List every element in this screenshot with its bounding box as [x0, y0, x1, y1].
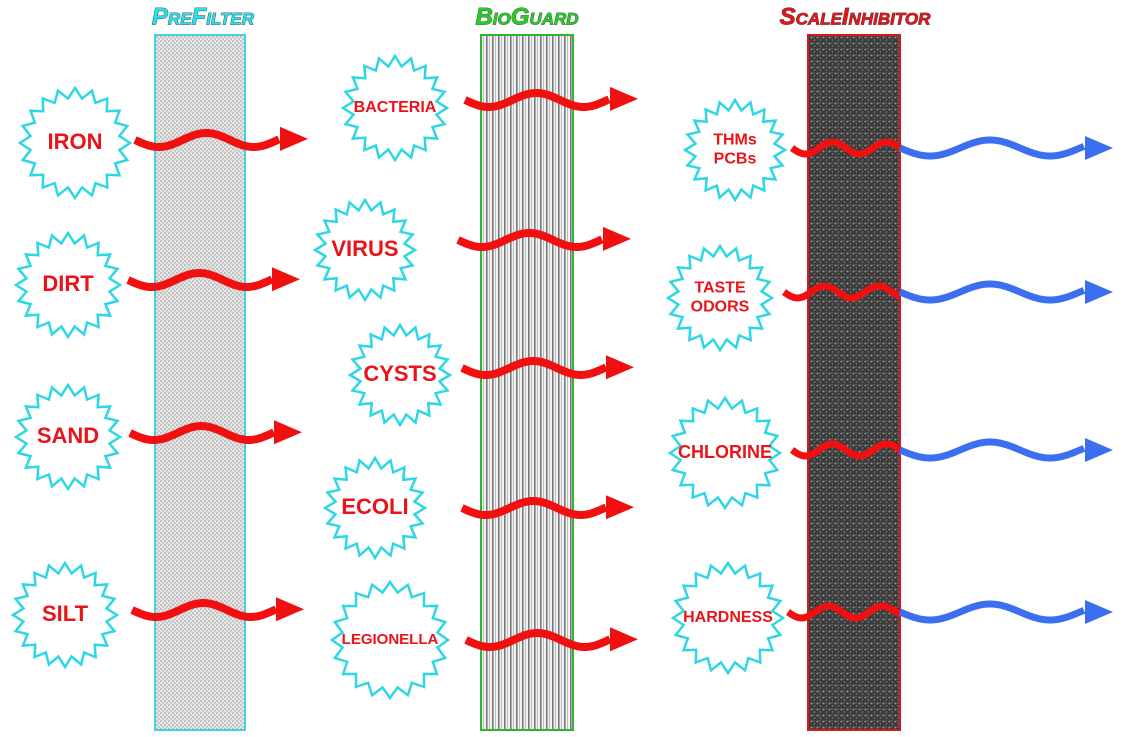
starburst	[10, 560, 120, 670]
contaminant-label: LEGIONELLA	[342, 631, 439, 648]
starburst	[329, 579, 451, 701]
flow-arrow	[126, 269, 274, 291]
flow-arrow	[463, 89, 611, 111]
flow-out	[898, 438, 1086, 462]
flow-arrow	[133, 129, 281, 151]
flow-out	[898, 280, 1086, 304]
contaminant-label: CYSTS	[363, 361, 436, 386]
arrow-head	[1085, 280, 1113, 304]
contaminant-label: HARDNESS	[683, 609, 773, 626]
flow-out	[898, 600, 1086, 624]
contaminant-label: ECOLI	[341, 494, 408, 519]
flow-arrow	[456, 229, 604, 251]
contaminants: IRON DIRT SAND SILT BACTERIA VIRUS CYSTS ECOLI L…	[10, 53, 788, 701]
starburst	[340, 53, 450, 163]
contaminant-label: ODORS	[691, 299, 750, 316]
contaminant-label: THMs	[713, 132, 757, 149]
starburst	[13, 230, 123, 340]
column-title: PreFilter	[152, 3, 255, 30]
flow-arrow	[464, 629, 612, 651]
arrow-head	[1085, 438, 1113, 462]
arrow-head	[272, 267, 300, 292]
flow-out	[898, 136, 1086, 160]
arrow-head	[610, 627, 638, 652]
column-title: ScaleInhibitor	[780, 3, 932, 30]
arrow-head	[276, 597, 304, 622]
arrow-head	[606, 355, 634, 380]
contaminant-label: DIRT	[42, 271, 94, 296]
flow-arrow	[460, 357, 608, 379]
contaminant-label: SAND	[37, 423, 99, 448]
arrow-head	[603, 226, 631, 251]
starburst	[312, 197, 418, 303]
contaminant-label: SILT	[42, 601, 89, 626]
arrow-head	[610, 86, 638, 111]
flow-arrow	[128, 422, 276, 444]
contaminant-label: CHLORINE	[678, 442, 772, 462]
arrow-head	[280, 126, 308, 151]
arrow-head	[606, 495, 634, 520]
contaminant-label: VIRUS	[331, 236, 398, 261]
starburst	[322, 455, 428, 561]
starburst	[13, 382, 123, 492]
arrow-head	[1085, 600, 1113, 624]
contaminant-label: TASTE	[694, 280, 746, 297]
starburst	[665, 243, 775, 353]
flows	[126, 86, 1113, 652]
contaminant-label: BACTERIA	[354, 99, 437, 116]
contaminant-label: PCBs	[714, 151, 757, 168]
starburst	[670, 560, 786, 676]
flow-in	[781, 282, 902, 302]
column-title: BioGuard	[475, 3, 578, 30]
starburst	[682, 97, 788, 203]
flow-in	[789, 440, 903, 460]
flow-in	[789, 138, 903, 158]
bioguard-cartridge	[480, 34, 574, 731]
starburst	[667, 395, 783, 511]
starburst	[17, 85, 133, 201]
arrow-head	[1085, 136, 1113, 160]
flow-in	[785, 602, 902, 622]
arrow-head	[274, 420, 302, 445]
flow-arrow	[460, 497, 608, 519]
flow-arrow	[130, 599, 278, 621]
starburst	[347, 322, 453, 428]
contaminant-label: IRON	[48, 129, 103, 154]
